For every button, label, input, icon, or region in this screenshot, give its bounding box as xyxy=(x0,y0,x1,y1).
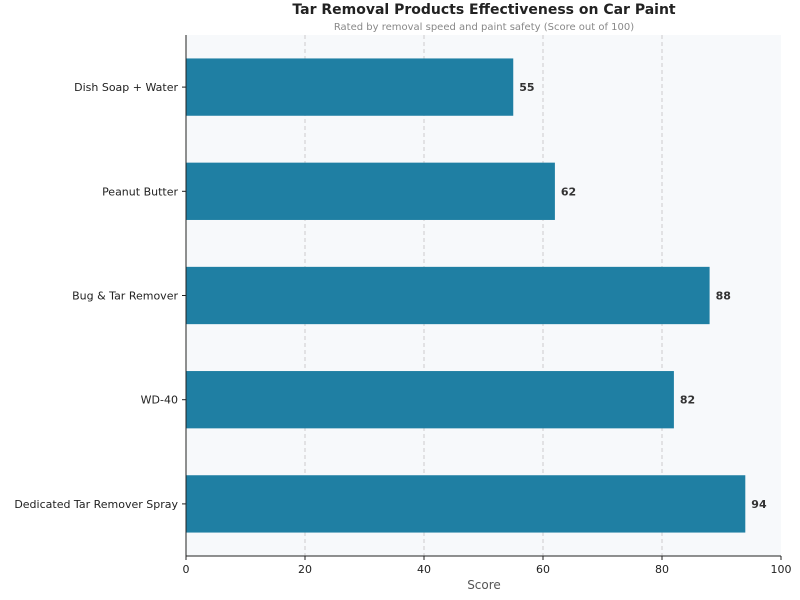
x-tick-label: 20 xyxy=(298,563,312,576)
x-tick-label: 40 xyxy=(417,563,431,576)
y-tick-label: WD-40 xyxy=(141,394,178,407)
chart-title: Tar Removal Products Effectiveness on Ca… xyxy=(292,2,676,18)
y-tick-label: Peanut Butter xyxy=(102,185,178,198)
data-label: 82 xyxy=(680,394,695,407)
data-label: 94 xyxy=(751,498,767,511)
data-label: 55 xyxy=(519,81,534,94)
x-tick-label: 80 xyxy=(655,563,669,576)
bar xyxy=(186,371,674,429)
bar xyxy=(186,58,514,116)
bar xyxy=(186,475,746,533)
chart-subtitle: Rated by removal speed and paint safety … xyxy=(334,22,634,33)
x-tick-label: 60 xyxy=(536,563,550,576)
data-label: 62 xyxy=(561,185,576,198)
y-tick-label: Dedicated Tar Remover Spray xyxy=(14,498,178,511)
y-tick-label: Dish Soap + Water xyxy=(74,81,178,94)
x-axis-label: Score xyxy=(467,578,501,592)
y-tick-label: Bug & Tar Remover xyxy=(72,290,178,303)
data-label: 88 xyxy=(716,290,731,303)
bar xyxy=(186,162,555,220)
x-tick-label: 0 xyxy=(183,563,190,576)
bar xyxy=(186,266,710,325)
x-tick-label: 100 xyxy=(771,563,792,576)
